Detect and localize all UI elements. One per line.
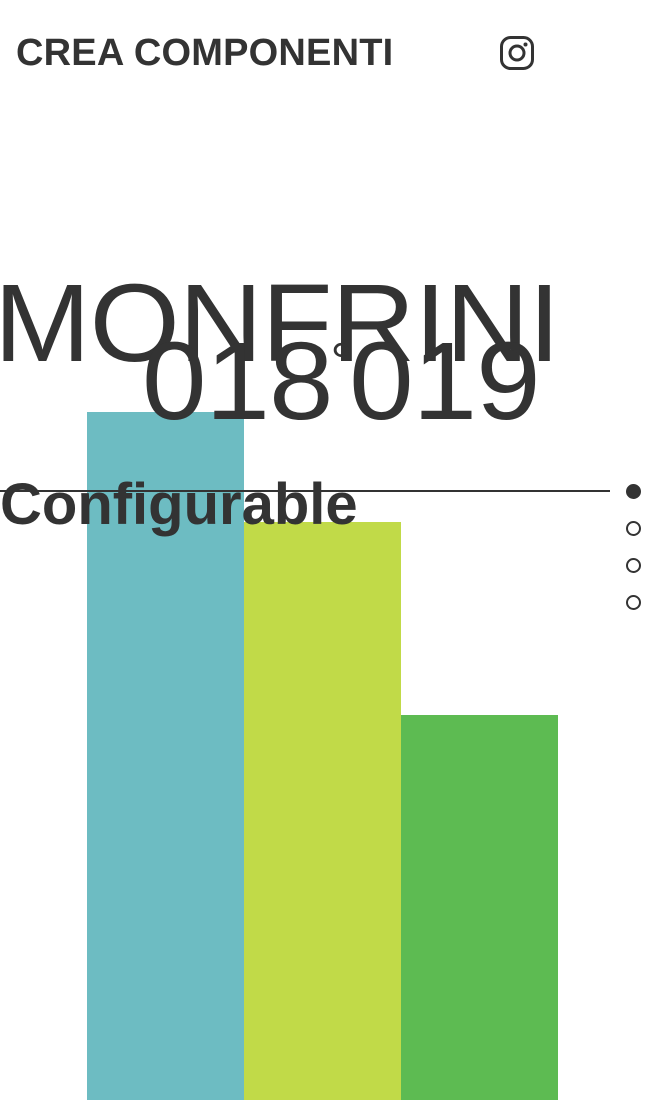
- slide-pager: [626, 484, 642, 632]
- bar-teal: [87, 412, 244, 1100]
- site-header: CREA COMPONENTI: [0, 0, 650, 110]
- instagram-icon: [500, 36, 534, 70]
- degree-symbol: °: [330, 332, 353, 390]
- year-end: 019: [349, 319, 541, 443]
- pager-dot-1[interactable]: [626, 484, 641, 499]
- year-start: 018: [142, 319, 334, 443]
- hero-subtitle: Configurable: [0, 472, 358, 538]
- bar-lime: [244, 522, 401, 1100]
- bar-green: [401, 715, 558, 1100]
- hero-year: 018°019: [142, 326, 541, 436]
- pager-dot-2[interactable]: [626, 521, 641, 536]
- instagram-button[interactable]: [499, 35, 535, 71]
- pager-dot-3[interactable]: [626, 558, 641, 573]
- divider-line: [0, 490, 610, 492]
- pager-dot-4[interactable]: [626, 595, 641, 610]
- brand-link[interactable]: CREA COMPONENTI: [16, 32, 394, 74]
- hero-title: MONFRINI: [0, 261, 560, 385]
